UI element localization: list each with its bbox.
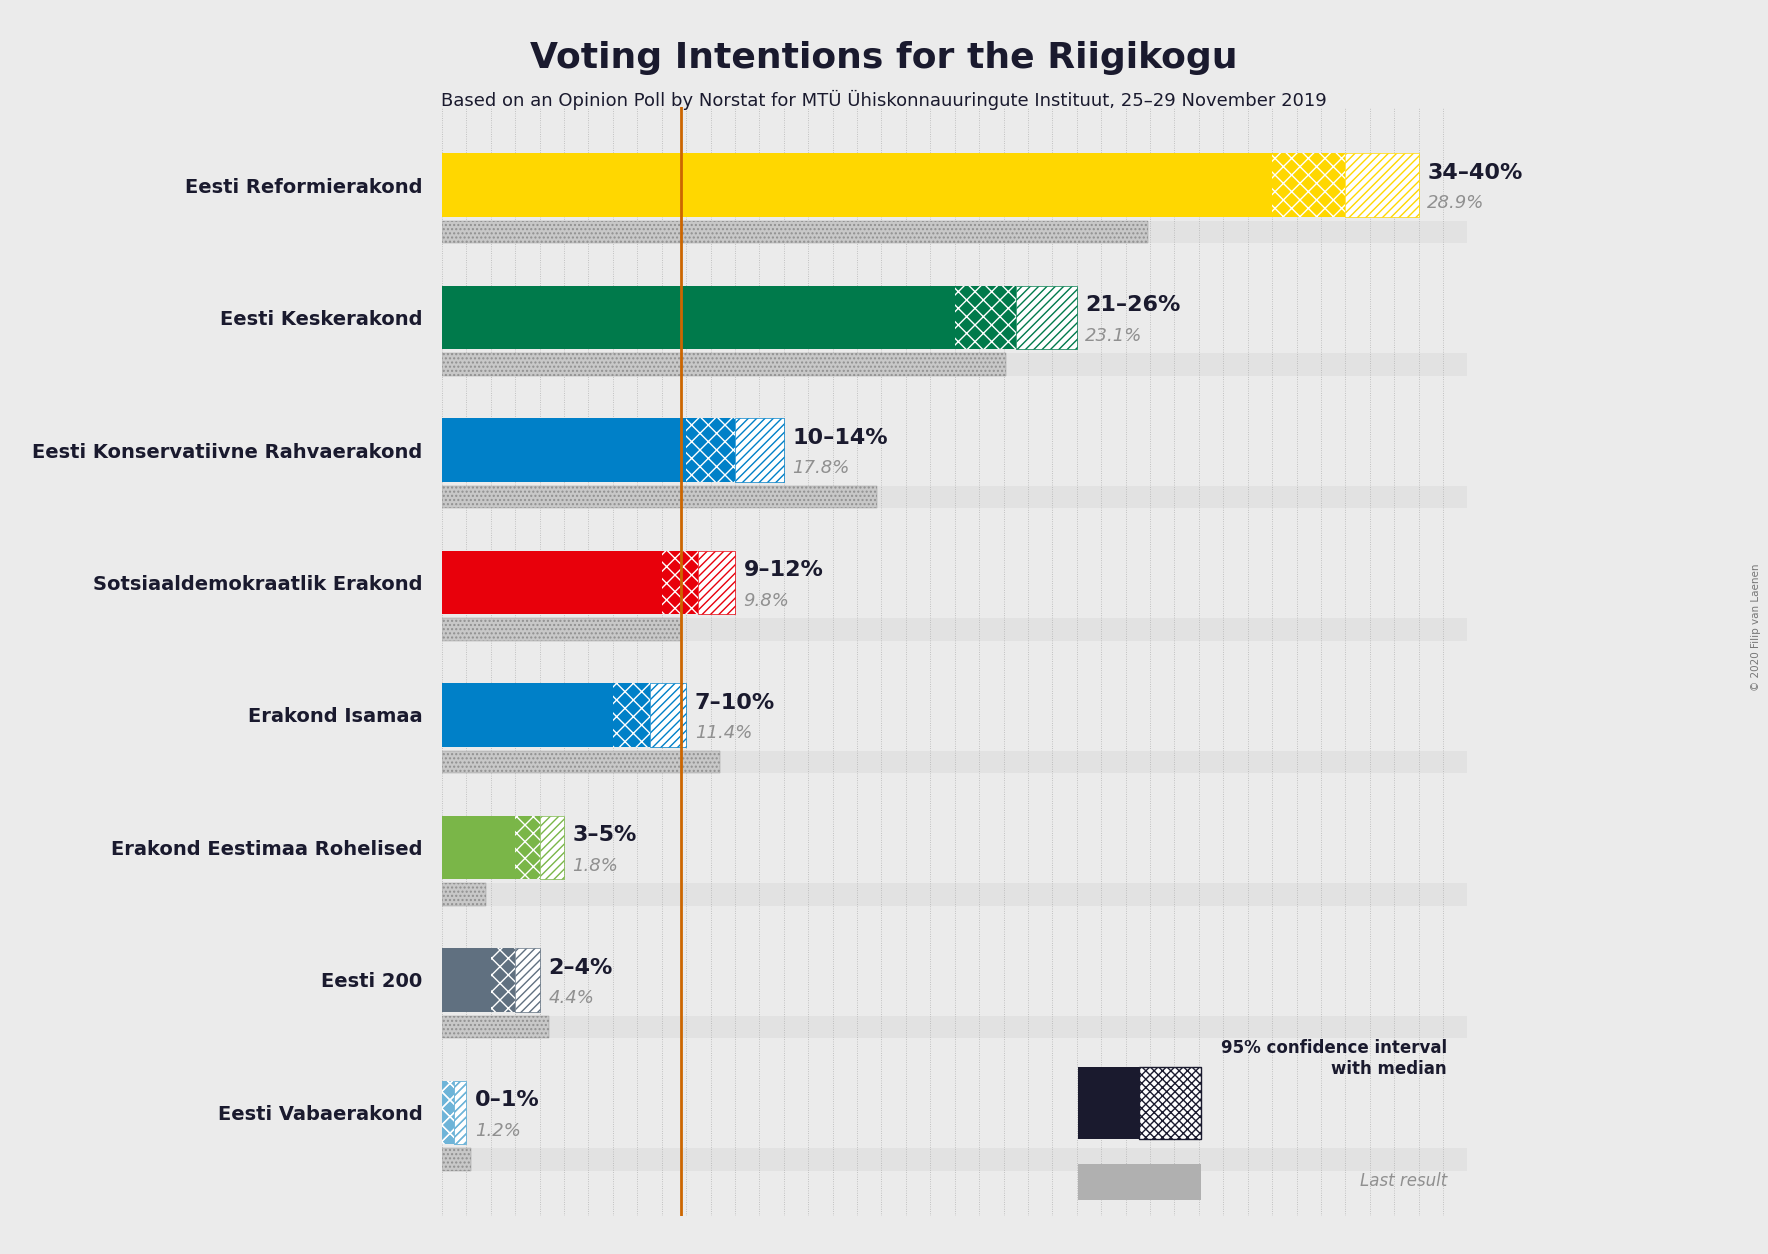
Text: 21–26%: 21–26% [1086, 295, 1181, 315]
Bar [442, 618, 681, 641]
Bar [442, 618, 1467, 641]
Bar [442, 1016, 550, 1038]
Bar [613, 683, 649, 746]
Bar [442, 221, 1147, 243]
Text: 17.8%: 17.8% [792, 459, 850, 478]
Bar [649, 683, 686, 746]
Text: 1.8%: 1.8% [573, 856, 619, 875]
Text: 34–40%: 34–40% [1427, 163, 1522, 183]
Text: 9–12%: 9–12% [744, 561, 824, 581]
Bar [442, 751, 1467, 772]
Bar [442, 221, 1147, 243]
Bar [955, 286, 1017, 349]
Bar [442, 816, 1467, 879]
Bar [442, 1149, 472, 1170]
Bar [442, 551, 661, 614]
Bar [442, 485, 1467, 508]
Text: Voting Intentions for the Riigikogu: Voting Intentions for the Riigikogu [530, 41, 1238, 75]
Bar [442, 948, 492, 1012]
Bar [735, 419, 783, 482]
Bar [442, 1149, 1467, 1170]
Bar [442, 751, 720, 772]
Bar [1345, 153, 1418, 217]
Bar [442, 419, 686, 482]
Bar [442, 354, 1006, 376]
Bar [735, 419, 783, 482]
Bar [442, 618, 681, 641]
Text: 3–5%: 3–5% [573, 825, 636, 845]
Bar [454, 1081, 467, 1144]
Text: 11.4%: 11.4% [695, 725, 751, 742]
Bar [649, 683, 686, 746]
Bar [514, 816, 539, 879]
Text: 95% confidence interval
with median: 95% confidence interval with median [1222, 1038, 1446, 1077]
Bar [454, 1081, 467, 1144]
Bar [442, 485, 877, 508]
Bar [539, 816, 564, 879]
Bar [1017, 286, 1077, 349]
Bar [698, 551, 735, 614]
Bar [442, 683, 613, 746]
Bar [442, 485, 877, 508]
Bar [442, 1081, 454, 1144]
Bar [442, 419, 1467, 482]
Text: 1.2%: 1.2% [476, 1122, 522, 1140]
Bar [454, 1081, 467, 1144]
Bar [442, 883, 486, 905]
Bar [442, 948, 1467, 1012]
Bar [442, 1016, 550, 1038]
Bar [442, 883, 486, 905]
Bar [1345, 153, 1418, 217]
Bar [442, 286, 1467, 349]
Bar [492, 948, 514, 1012]
Bar [492, 948, 514, 1012]
Text: Based on an Opinion Poll by Norstat for MTÜ Ühiskonnauuringute Instituut, 25–29 : Based on an Opinion Poll by Norstat for … [442, 90, 1326, 110]
Bar [613, 683, 649, 746]
Bar [442, 1081, 454, 1144]
Bar [1078, 1067, 1139, 1139]
Text: 0–1%: 0–1% [476, 1090, 539, 1110]
Bar [454, 1081, 467, 1144]
Bar [442, 354, 1006, 376]
Bar [442, 683, 1467, 746]
Text: Last result: Last result [1360, 1172, 1446, 1190]
Bar [442, 551, 1467, 614]
Bar [442, 1081, 1467, 1144]
Bar [698, 551, 735, 614]
Text: 23.1%: 23.1% [1086, 327, 1142, 345]
Bar [1139, 1067, 1200, 1139]
Bar [442, 286, 955, 349]
Bar [686, 419, 735, 482]
Bar [442, 751, 720, 772]
Bar [442, 153, 1467, 217]
Bar [514, 948, 539, 1012]
Bar [442, 883, 1467, 905]
Bar [442, 1081, 454, 1144]
Bar [514, 948, 539, 1012]
Bar [1078, 1164, 1200, 1200]
Bar [955, 286, 1017, 349]
Bar [686, 419, 735, 482]
Bar [514, 816, 539, 879]
Bar [1017, 286, 1077, 349]
Text: 10–14%: 10–14% [792, 428, 888, 448]
Text: 9.8%: 9.8% [744, 592, 789, 609]
Bar [442, 354, 1467, 376]
Bar [1273, 153, 1345, 217]
Text: 28.9%: 28.9% [1427, 194, 1485, 212]
Bar [1273, 153, 1345, 217]
Text: 7–10%: 7–10% [695, 692, 774, 712]
Bar [442, 816, 514, 879]
Text: 2–4%: 2–4% [548, 958, 612, 978]
Bar [442, 1081, 454, 1144]
Bar [442, 221, 1467, 243]
Text: © 2020 Filip van Laenen: © 2020 Filip van Laenen [1750, 563, 1761, 691]
Bar [661, 551, 698, 614]
Text: 4.4%: 4.4% [548, 989, 594, 1007]
Bar [661, 551, 698, 614]
Bar [442, 153, 1273, 217]
Bar [442, 1149, 472, 1170]
Bar [442, 1016, 1467, 1038]
Bar [539, 816, 564, 879]
